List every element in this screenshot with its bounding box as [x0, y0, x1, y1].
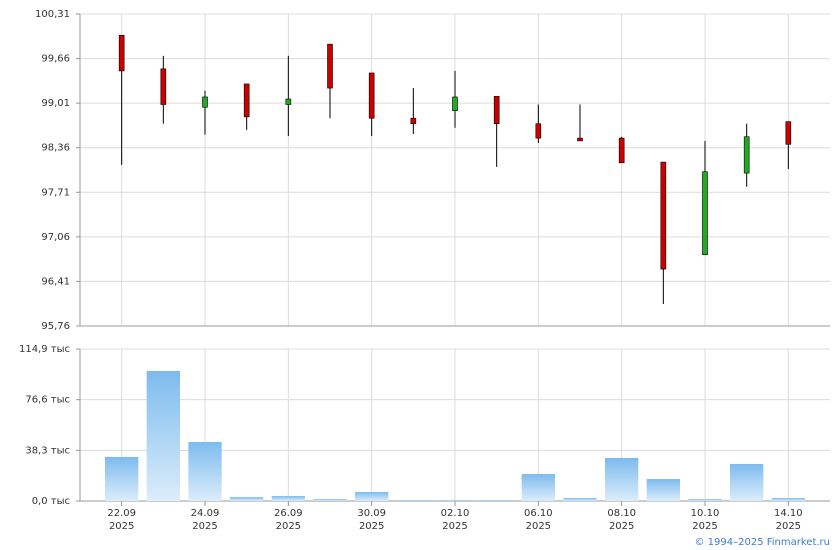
volume-bar	[688, 499, 722, 501]
y-tick-label: 96,41	[41, 276, 70, 287]
volume-bar	[146, 370, 180, 501]
volume-bar	[105, 456, 139, 501]
volume-bar	[771, 497, 805, 501]
candle-body	[160, 68, 167, 105]
candle-body	[577, 137, 583, 142]
x-tick-label: 08.10	[607, 508, 636, 519]
y-tick-label: 38,3 тыс	[25, 445, 70, 456]
x-tick-label: 26.09	[274, 508, 303, 519]
candle-body	[785, 121, 792, 145]
x-tick-sublabel: 2025	[109, 521, 134, 532]
candle-body	[660, 161, 667, 270]
x-tick-sublabel: 2025	[526, 521, 551, 532]
volume-bar	[271, 495, 305, 501]
candle-body	[327, 43, 333, 89]
footer[interactable]: © 1994–2025 Finmarket.ru	[694, 537, 830, 548]
volume-bar	[605, 458, 639, 501]
y-tick-label: 99,66	[41, 54, 70, 65]
y-tick-label: 98,36	[41, 143, 70, 154]
candle-body	[493, 95, 500, 125]
y-tick-label: 95,76	[41, 321, 70, 332]
volume-bar	[396, 499, 430, 501]
x-tick-sublabel: 2025	[609, 521, 634, 532]
candle-body	[368, 72, 375, 119]
x-tick-sublabel: 2025	[276, 521, 301, 532]
volume-bar	[355, 492, 389, 501]
x-tick-label: 24.09	[191, 508, 220, 519]
y-tick-label: 76,6 тыс	[25, 395, 70, 406]
volume-bar	[480, 499, 514, 501]
y-tick-label: 97,71	[41, 187, 70, 198]
x-tick-label: 02.10	[441, 508, 470, 519]
x-tick-label: 22.09	[107, 508, 136, 519]
x-tick-sublabel: 2025	[359, 521, 384, 532]
x-tick-label: 06.10	[524, 508, 553, 519]
candle-body	[618, 137, 625, 164]
volume-bar	[521, 474, 555, 501]
y-tick-label: 114,9 тыс	[19, 344, 70, 355]
candle-body	[243, 83, 250, 118]
y-tick-label: 0,0 тыс	[32, 496, 70, 507]
y-tick-label: 99,01	[41, 98, 70, 109]
candle-body	[535, 123, 542, 139]
y-tick-label: 100,31	[35, 9, 70, 20]
candle-body	[410, 117, 417, 125]
x-tick-sublabel: 2025	[442, 521, 467, 532]
x-tick-sublabel: 2025	[192, 521, 217, 532]
x-tick-label: 14.10	[774, 508, 803, 519]
volume-bar	[230, 497, 264, 501]
y-tick-label: 97,06	[41, 232, 70, 243]
x-tick-sublabel: 2025	[776, 521, 801, 532]
x-tick-label: 30.09	[357, 508, 386, 519]
candle-body	[118, 34, 125, 72]
volume-bar	[646, 479, 680, 501]
volume-bar	[188, 441, 222, 501]
volume-bar	[563, 497, 597, 501]
volume-bar	[730, 463, 764, 501]
candle-body	[743, 136, 750, 174]
candle-body	[202, 96, 208, 108]
x-tick-sublabel: 2025	[692, 521, 717, 532]
x-tick-label: 10.10	[691, 508, 720, 519]
candle-body	[702, 171, 708, 255]
volume-bar	[313, 499, 347, 501]
volume-bar	[438, 499, 472, 501]
candle-body	[452, 96, 458, 111]
candle-body	[285, 98, 292, 105]
